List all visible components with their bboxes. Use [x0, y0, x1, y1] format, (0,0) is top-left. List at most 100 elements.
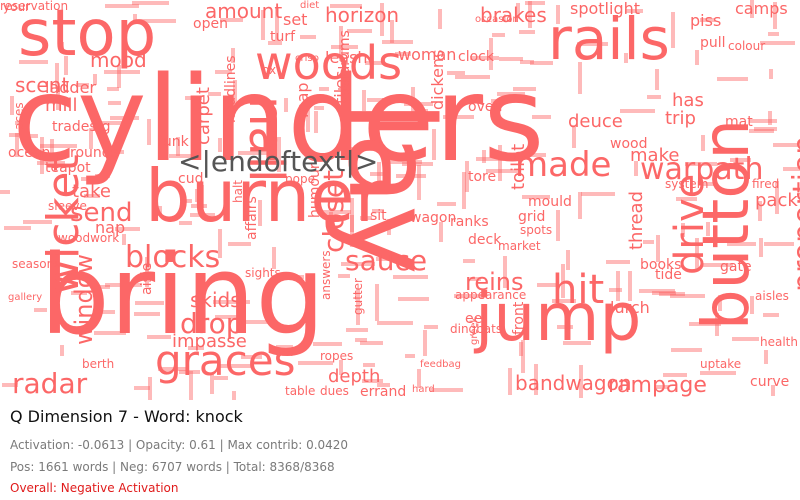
- tiny-word-mark: [424, 109, 428, 125]
- tiny-word-mark: [387, 219, 391, 235]
- tiny-word-mark: [350, 198, 354, 232]
- tiny-word-mark: [520, 60, 534, 64]
- cloud-word: ranks: [450, 214, 489, 230]
- tiny-word-mark: [783, 167, 800, 171]
- cloud-word: clock: [458, 49, 494, 65]
- tiny-word-mark: [572, 125, 576, 148]
- cloud-word: send: [70, 198, 133, 228]
- tiny-word-mark: [411, 87, 415, 121]
- tiny-word-mark: [134, 312, 160, 316]
- cloud-word: closet: [317, 169, 350, 253]
- tiny-word-mark: [470, 56, 499, 60]
- cloud-word: tide: [655, 267, 682, 283]
- tiny-word-mark: [347, 147, 382, 151]
- cloud-word: pope: [285, 172, 315, 186]
- tiny-word-mark: [717, 77, 748, 81]
- tiny-word-mark: [561, 264, 565, 298]
- cloud-word: turf: [270, 29, 296, 45]
- cloud-word: spots: [520, 223, 553, 237]
- cloud-word: blocks: [125, 240, 221, 275]
- tiny-word-mark: [676, 197, 697, 201]
- cloud-word: spotlight: [570, 0, 641, 18]
- tiny-word-mark: [365, 61, 383, 65]
- tiny-word-mark: [624, 53, 628, 63]
- tiny-word-mark: [356, 289, 360, 325]
- tiny-word-mark: [195, 189, 199, 202]
- tiny-word-mark: [135, 301, 164, 305]
- cloud-word: funk: [158, 134, 189, 150]
- cloud-word: skids: [190, 288, 241, 312]
- cloud-word: camps: [735, 0, 788, 18]
- tiny-word-mark: [132, 1, 169, 5]
- cloud-word: open: [193, 16, 228, 32]
- cloud-word: aisle: [139, 262, 155, 295]
- tiny-word-mark: [500, 155, 512, 159]
- tiny-word-mark: [34, 308, 47, 312]
- cloud-word: warpath: [640, 152, 764, 187]
- tiny-word-mark: [454, 294, 484, 298]
- tiny-word-mark: [15, 121, 26, 125]
- tiny-word-mark: [139, 19, 176, 23]
- tiny-word-mark: [158, 367, 189, 371]
- tiny-word-mark: [105, 4, 139, 8]
- cloud-word: woman: [398, 45, 457, 64]
- tiny-word-mark: [685, 162, 717, 166]
- tiny-word-mark: [23, 220, 52, 224]
- tiny-word-mark: [95, 174, 110, 178]
- cloud-word: trip: [665, 108, 696, 129]
- tiny-word-mark: [341, 262, 375, 266]
- tiny-word-mark: [556, 210, 560, 241]
- cloud-word: sights: [245, 266, 281, 280]
- cloud-word: impasse: [172, 331, 247, 352]
- tiny-word-mark: [330, 4, 362, 8]
- tiny-word-mark: [395, 52, 411, 56]
- tiny-word-mark: [620, 109, 655, 113]
- tiny-word-mark: [382, 40, 413, 44]
- cloud-word: rampage: [608, 373, 707, 398]
- cloud-word: woodwork: [58, 231, 120, 245]
- cloud-word: wood: [610, 136, 648, 152]
- tiny-word-mark: [437, 202, 456, 206]
- tiny-word-mark: [376, 257, 391, 261]
- tiny-word-mark: [489, 55, 493, 70]
- cloud-word: headlines: [223, 55, 239, 123]
- tiny-word-mark: [367, 98, 384, 102]
- tiny-word-mark: [386, 160, 422, 164]
- tiny-word-mark: [581, 192, 615, 196]
- tiny-word-mark: [639, 289, 675, 293]
- tiny-word-mark: [218, 138, 222, 152]
- tiny-word-mark: [89, 128, 93, 149]
- tiny-word-mark: [730, 158, 751, 162]
- tiny-word-mark: [117, 65, 121, 88]
- tiny-word-mark: [380, 3, 384, 36]
- tiny-word-mark: [465, 161, 469, 192]
- tiny-word-mark: [670, 294, 705, 298]
- cloud-word: woods: [255, 36, 403, 90]
- tiny-word-mark: [362, 90, 366, 111]
- tiny-word-mark: [701, 135, 705, 151]
- cloud-word: system: [665, 177, 709, 191]
- tiny-word-mark: [652, 291, 676, 295]
- tiny-word-mark: [700, 18, 715, 22]
- tiny-word-mark: [491, 99, 505, 103]
- tiny-word-mark: [76, 83, 89, 87]
- tiny-word-mark: [522, 195, 550, 199]
- tiny-word-mark: [19, 60, 48, 64]
- tiny-word-mark: [329, 212, 333, 226]
- tiny-word-mark: [455, 75, 490, 79]
- tiny-word-mark: [350, 215, 354, 247]
- tiny-word-mark: [182, 199, 192, 203]
- tiny-word-mark: [370, 172, 384, 176]
- tiny-word-mark: [443, 115, 474, 119]
- cloud-word: crisp: [295, 53, 319, 64]
- cloud-word: scent: [15, 73, 70, 97]
- tiny-word-mark: [215, 70, 232, 74]
- cloud-word: window: [70, 253, 98, 345]
- cloud-word: amount: [205, 0, 283, 23]
- tiny-word-mark: [214, 376, 228, 380]
- tiny-word-mark: [362, 379, 383, 383]
- tiny-word-mark: [360, 341, 383, 345]
- tiny-word-mark: [4, 226, 31, 230]
- tiny-word-mark: [275, 7, 279, 41]
- cloud-word: rounds: [70, 145, 118, 161]
